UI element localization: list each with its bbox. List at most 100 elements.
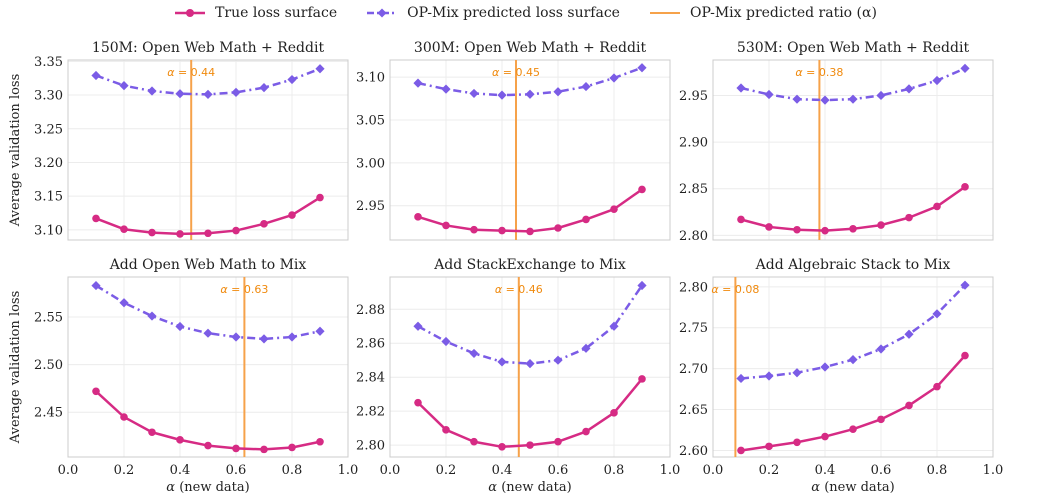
true-point xyxy=(765,223,773,231)
predicted-point xyxy=(287,332,297,342)
predicted-point xyxy=(147,86,157,96)
true-point xyxy=(148,428,156,437)
y-tick-label: 2.84 xyxy=(356,371,385,386)
x-tick-label: 1.0 xyxy=(660,463,681,478)
legend-label-predicted-loss: OP-Mix predicted loss surface xyxy=(407,5,620,21)
x-axis-label: α (new data) xyxy=(811,480,894,495)
legend-swatch-predicted-loss xyxy=(367,8,398,18)
y-tick-label: 3.20 xyxy=(34,156,63,171)
predicted-point xyxy=(848,355,858,365)
grid-lines xyxy=(712,60,994,240)
true-point xyxy=(582,215,590,224)
chart-panel-5: 2.80 2.82 2.84 2.86 2.88 0.0 0.2 0.4 0.6 0.8 1.0 Ad… xyxy=(356,257,680,495)
true-point xyxy=(232,226,240,235)
series-line-predicted xyxy=(95,284,321,341)
true-point xyxy=(470,437,478,446)
x-tick-label: 0.6 xyxy=(871,463,892,478)
predicted-point xyxy=(820,362,830,372)
x-tick-label: 0.4 xyxy=(170,463,191,478)
plot-frame xyxy=(389,276,671,458)
true-point xyxy=(414,398,422,407)
predicted-point xyxy=(637,63,647,73)
predicted-point xyxy=(315,326,325,336)
predicted-point xyxy=(231,87,241,97)
x-tick-label: 0.8 xyxy=(604,463,625,478)
predicted-point xyxy=(553,87,563,97)
series-line-predicted xyxy=(417,284,644,365)
panel-title: Add StackExchange to Mix xyxy=(433,257,626,273)
predicted-point xyxy=(960,63,970,73)
predicted-point xyxy=(497,357,507,367)
predicted-point xyxy=(553,355,563,365)
predicted-point xyxy=(637,280,647,291)
y-tick-label: 2.95 xyxy=(356,199,385,214)
panel-title: Add Open Web Math to Mix xyxy=(109,257,307,273)
y-tick-label: 2.80 xyxy=(356,439,385,454)
predicted-point xyxy=(609,73,619,83)
predicted-point xyxy=(413,78,423,88)
predicted-point xyxy=(764,89,774,100)
x-tick-label: 0.2 xyxy=(759,463,780,478)
predicted-point xyxy=(497,90,507,100)
true-point xyxy=(470,225,478,234)
true-point xyxy=(793,225,801,234)
y-axis-label: Average validation loss xyxy=(8,291,23,445)
panel-title: 300M: Open Web Math + Reddit xyxy=(414,40,647,56)
predicted-point xyxy=(441,84,451,94)
true-point xyxy=(961,351,969,360)
true-point xyxy=(120,413,128,421)
x-tick-label: 0.0 xyxy=(380,463,401,478)
true-point xyxy=(288,443,296,452)
true-point xyxy=(610,409,618,417)
panel-title: Add Algebraic Stack to Mix xyxy=(755,257,951,273)
true-point xyxy=(905,213,913,222)
series-line-true xyxy=(95,196,321,236)
true-point xyxy=(905,401,913,410)
x-tick-label: 0.6 xyxy=(548,463,569,478)
y-tick-label: 2.90 xyxy=(679,136,708,151)
predicted-point xyxy=(175,321,185,332)
series-line-true xyxy=(95,390,321,451)
true-point xyxy=(260,220,268,228)
y-tick-label: 2.80 xyxy=(679,280,708,295)
y-tick-label: 3.35 xyxy=(34,55,63,70)
x-tick-label: 0.0 xyxy=(703,463,724,478)
predicted-point xyxy=(119,298,129,308)
x-tick-label: 0.4 xyxy=(492,463,513,478)
true-point xyxy=(610,205,618,213)
true-point xyxy=(288,211,296,219)
chart-panel-2: 2.95 3.00 3.05 3.10 300M: Open Web Math + Re… xyxy=(356,40,671,241)
true-point xyxy=(498,226,506,235)
series-line-predicted xyxy=(740,284,966,380)
ratio-label: α = 0.08 xyxy=(711,283,759,296)
true-point xyxy=(638,375,646,383)
x-tick-label: 0.8 xyxy=(927,463,948,478)
y-tick-label: 2.85 xyxy=(679,182,708,197)
true-point xyxy=(821,432,829,441)
true-point xyxy=(498,443,506,451)
x-axis-label: α (new data) xyxy=(166,480,249,495)
x-tick-label: 0.0 xyxy=(58,463,79,478)
true-point xyxy=(526,441,534,449)
predicted-point xyxy=(876,344,886,354)
predicted-point xyxy=(736,83,746,93)
predicted-point xyxy=(119,81,129,91)
predicted-point xyxy=(259,334,269,344)
true-point xyxy=(316,437,324,446)
true-point xyxy=(933,202,941,211)
true-point xyxy=(765,442,773,451)
true-point xyxy=(554,224,562,232)
x-tick-label: 0.2 xyxy=(114,463,135,478)
true-point xyxy=(582,427,590,436)
ratio-label: α = 0.45 xyxy=(492,66,540,79)
true-point xyxy=(526,227,534,236)
y-tick-label: 2.95 xyxy=(679,89,708,104)
predicted-point xyxy=(413,321,423,331)
legend-item-true-loss: True loss surface xyxy=(173,5,337,21)
series-line-true xyxy=(417,188,643,233)
y-tick-label: 2.60 xyxy=(679,444,708,459)
predicted-point xyxy=(231,332,241,342)
predicted-point xyxy=(203,89,213,99)
series-line-true xyxy=(417,378,643,449)
plot-frame xyxy=(67,276,349,458)
